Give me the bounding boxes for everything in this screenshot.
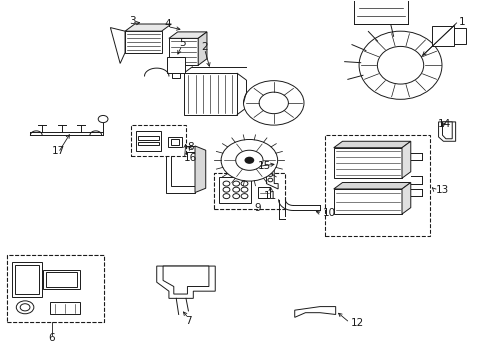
Circle shape bbox=[98, 116, 108, 123]
Bar bbox=[219, 177, 250, 203]
Polygon shape bbox=[333, 183, 410, 189]
Text: 10: 10 bbox=[322, 208, 335, 219]
Circle shape bbox=[243, 81, 304, 125]
Polygon shape bbox=[266, 169, 278, 189]
Text: 6: 6 bbox=[48, 333, 55, 343]
Circle shape bbox=[232, 187, 239, 192]
Bar bbox=[43, 270, 80, 289]
Circle shape bbox=[268, 99, 278, 107]
Bar bbox=[125, 31, 161, 53]
Polygon shape bbox=[294, 307, 335, 318]
Text: 14: 14 bbox=[437, 120, 450, 129]
Bar bbox=[172, 73, 180, 78]
Bar bbox=[183, 73, 237, 114]
Text: 3: 3 bbox=[129, 17, 135, 27]
Bar bbox=[214, 173, 285, 209]
Bar bbox=[325, 135, 429, 235]
Text: 1: 1 bbox=[458, 17, 465, 27]
Bar bbox=[168, 39, 198, 65]
Text: 11: 11 bbox=[264, 191, 277, 201]
Bar bbox=[131, 126, 185, 156]
Bar bbox=[170, 139, 178, 145]
Circle shape bbox=[232, 194, 239, 199]
Bar bbox=[431, 26, 453, 45]
Text: 12: 12 bbox=[350, 318, 363, 328]
Bar bbox=[136, 131, 160, 150]
Bar bbox=[167, 137, 181, 147]
Bar bbox=[138, 141, 159, 145]
Circle shape bbox=[267, 178, 272, 182]
Circle shape bbox=[223, 181, 229, 186]
Circle shape bbox=[244, 157, 254, 164]
Polygon shape bbox=[131, 126, 185, 156]
Polygon shape bbox=[125, 24, 171, 31]
Polygon shape bbox=[195, 146, 205, 193]
Ellipse shape bbox=[358, 31, 441, 99]
Circle shape bbox=[267, 173, 272, 176]
Text: 2: 2 bbox=[201, 42, 207, 51]
Polygon shape bbox=[401, 183, 410, 214]
Circle shape bbox=[241, 194, 247, 199]
Text: 9: 9 bbox=[254, 203, 261, 213]
Polygon shape bbox=[6, 255, 104, 321]
Polygon shape bbox=[442, 122, 451, 139]
Circle shape bbox=[232, 181, 239, 186]
Polygon shape bbox=[168, 32, 206, 39]
Polygon shape bbox=[438, 122, 455, 141]
Bar bbox=[258, 187, 270, 198]
Text: 13: 13 bbox=[435, 185, 448, 195]
Polygon shape bbox=[333, 141, 410, 148]
Bar bbox=[6, 255, 104, 321]
Text: 17: 17 bbox=[52, 145, 65, 156]
Polygon shape bbox=[325, 135, 429, 235]
Bar bbox=[167, 57, 184, 73]
Circle shape bbox=[223, 187, 229, 192]
Bar bbox=[12, 262, 41, 297]
Bar bbox=[46, 272, 77, 287]
Bar bbox=[6, 255, 104, 321]
Circle shape bbox=[16, 301, 34, 314]
Bar bbox=[453, 28, 466, 44]
Polygon shape bbox=[110, 28, 125, 63]
Circle shape bbox=[223, 194, 229, 199]
Polygon shape bbox=[401, 141, 410, 178]
Text: 5: 5 bbox=[179, 38, 185, 48]
Polygon shape bbox=[157, 266, 215, 298]
Circle shape bbox=[221, 139, 277, 181]
Text: 16: 16 bbox=[184, 153, 197, 163]
Polygon shape bbox=[166, 146, 195, 193]
Circle shape bbox=[241, 181, 247, 186]
Circle shape bbox=[241, 187, 247, 192]
Bar bbox=[15, 265, 39, 294]
Bar bbox=[333, 148, 401, 178]
Bar bbox=[333, 189, 401, 214]
Text: 7: 7 bbox=[185, 316, 191, 325]
Polygon shape bbox=[163, 266, 208, 294]
Text: 15: 15 bbox=[257, 161, 270, 171]
Polygon shape bbox=[198, 32, 206, 65]
Bar bbox=[138, 136, 159, 140]
Circle shape bbox=[259, 92, 288, 114]
Text: 8: 8 bbox=[187, 142, 194, 152]
Bar bbox=[50, 302, 80, 315]
Polygon shape bbox=[214, 173, 285, 209]
Bar bbox=[214, 173, 285, 209]
Text: 4: 4 bbox=[164, 19, 170, 30]
Circle shape bbox=[20, 304, 30, 311]
Ellipse shape bbox=[377, 46, 423, 84]
Circle shape bbox=[235, 150, 263, 170]
